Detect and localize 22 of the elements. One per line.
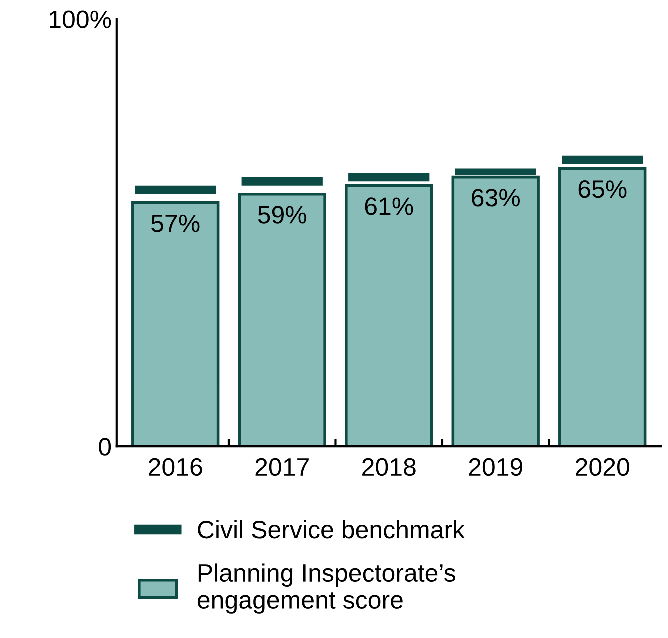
x-tick-label: 2016 [149, 458, 202, 476]
bar [348, 173, 430, 182]
bar [242, 177, 323, 186]
data-label: 65% [578, 180, 627, 198]
bar [238, 193, 326, 447]
data-label: 57% [152, 214, 200, 232]
bar [135, 186, 216, 194]
y-tick-label: 100% [50, 10, 112, 28]
y-tick-label: 0 [99, 438, 112, 456]
x-tick-label: 2018 [362, 458, 416, 476]
x-tick-label: 2020 [576, 458, 630, 476]
x-tick-label: 2017 [256, 458, 309, 476]
x-tick-label: 2019 [469, 458, 522, 476]
bar [132, 202, 220, 447]
data-label: 63% [472, 189, 520, 207]
data-label: 59% [258, 206, 306, 224]
bar [345, 184, 434, 447]
bar [562, 156, 644, 164]
data-label: 61% [365, 198, 414, 216]
bar [558, 167, 647, 447]
legend-label: Civil Service benchmark [198, 520, 466, 539]
legend-label: Planning Inspectorate’s engagement score [198, 564, 456, 614]
